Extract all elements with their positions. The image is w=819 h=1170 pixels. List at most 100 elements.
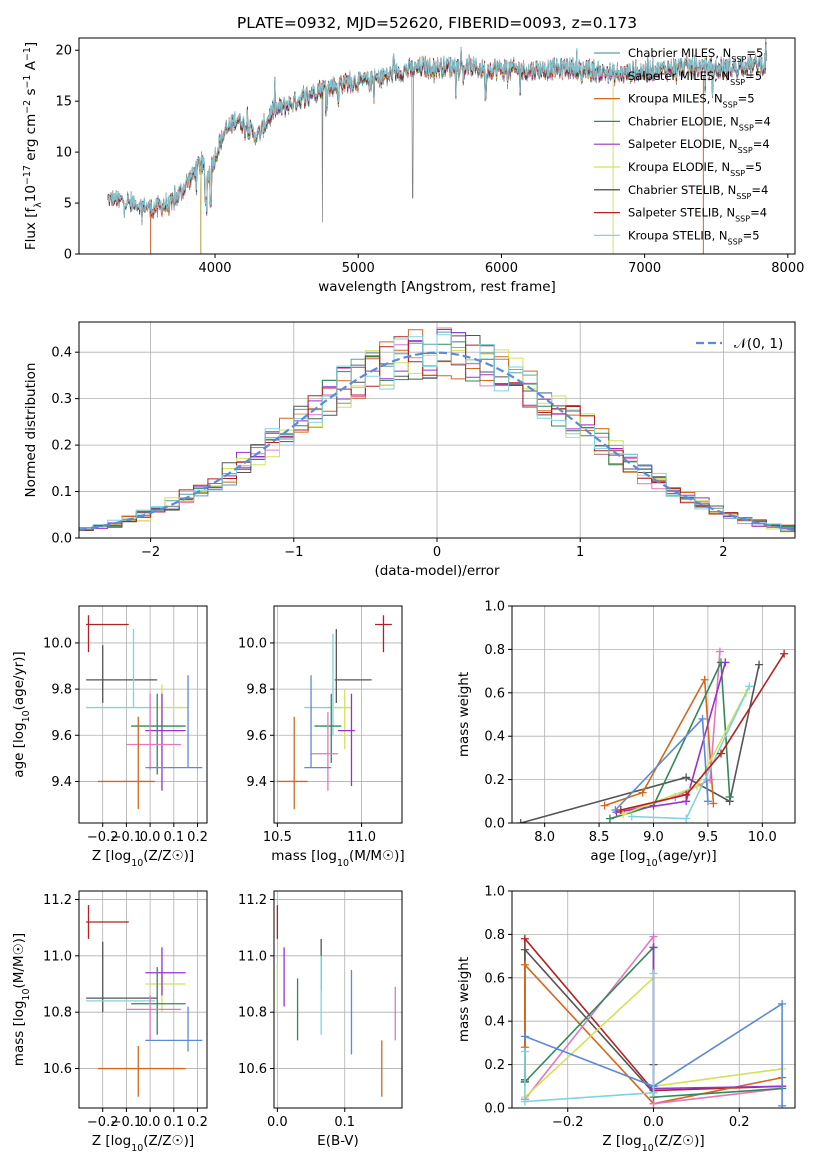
axes-frame: [78, 605, 208, 824]
x-tick-label: −0.2: [87, 830, 119, 845]
mass-weight-marker: [520, 1032, 529, 1041]
chart-title: PLATE=0932, MJD=52620, FIBERID=0093, z=0…: [237, 14, 637, 32]
plot-area: [86, 905, 203, 1097]
mass-weight-marker: [703, 797, 712, 806]
residual-histogram: [79, 334, 795, 530]
mass-weight-marker: [520, 934, 529, 943]
x-axis-label: (data-model)/error: [374, 563, 500, 579]
x-tick-label: 8.5: [589, 830, 610, 845]
x-tick-label: 4000: [198, 261, 231, 276]
y-tick-label: 0.2: [51, 439, 72, 454]
x-tick-label: 0.0: [643, 1115, 664, 1130]
y-tick-label: 0: [64, 248, 72, 263]
label-part: 10: [337, 858, 349, 869]
mass-weight-line: [524, 973, 655, 1103]
y-tick-label: 11.2: [43, 893, 72, 908]
mass-weight-marker: [605, 814, 614, 823]
axes-frame: [78, 37, 796, 255]
mass-weight-line: [620, 653, 785, 811]
legend-entry: Kroupa ELODIE, NSSP=5: [628, 160, 762, 178]
mass-weight-marker: [716, 749, 725, 758]
x-tick-label: 0.2: [729, 1115, 750, 1130]
x-tick-label: 0.0: [140, 830, 161, 845]
panel-residuals: −2 −1 0 1 2 0.0 0.1 0.2 0.3 0.4 (data-model)/error…: [23, 321, 796, 579]
label-part: SSP: [739, 123, 754, 132]
model-spectrum-line: [107, 44, 767, 220]
errorbar-point: [145, 967, 186, 1013]
y-tick-label: 0.8: [484, 643, 505, 658]
legend: 𝒩(0, 1): [696, 336, 783, 352]
errorbar-point: [86, 905, 129, 939]
x-axis-label: E(B-V): [317, 1133, 359, 1149]
x-tick-label: 10.5: [263, 830, 292, 845]
mass-weight-marker: [619, 810, 628, 819]
y-tick-label: 10.0: [238, 636, 267, 651]
label-part: −17: [22, 165, 33, 185]
y-tick-label: 9.6: [246, 729, 267, 744]
y-tick-label: 9.4: [51, 775, 72, 790]
x-tick-label: −0.2: [552, 1115, 584, 1130]
mass-weight-marker: [649, 932, 658, 941]
y-tick-label: 0.1: [51, 485, 72, 500]
gaussian-curve: [79, 351, 795, 531]
label-part: 10: [21, 989, 32, 1001]
plot-area: [107, 38, 767, 254]
panel-age_vs_mass: 10.5 11.0 9.4 9.6 9.8 10.0 mass [log10(M/M☉)]: [238, 605, 405, 869]
mass-weight-marker: [778, 1101, 787, 1108]
label-part: 10: [21, 710, 32, 722]
y-tick-label: 0.6: [484, 686, 505, 701]
label-part: 10: [131, 858, 143, 869]
x-tick-label: 0.0: [267, 1115, 288, 1130]
mass-weight-marker: [709, 799, 718, 808]
label-part: SSP: [735, 214, 750, 223]
plot-area: [520, 932, 787, 1108]
legend-entry: Kroupa STELIB, NSSP=5: [628, 228, 760, 246]
mass-weight-marker: [706, 775, 715, 784]
legend-entry: Salpeter STELIB, NSSP=4: [628, 206, 767, 224]
y-tick-label: 1.0: [484, 885, 505, 900]
label-part: SSP: [731, 55, 746, 64]
x-tick-label: −0.2: [87, 1115, 119, 1130]
y-axis-label: Flux [fλ10−17 erg cm−2 s−1 A−1]: [22, 42, 44, 250]
label-part: 10: [646, 858, 658, 869]
errorbar-point: [126, 693, 181, 770]
mass-weight-marker: [627, 812, 636, 821]
label-part: SSP: [728, 237, 743, 246]
mass-weight-marker: [638, 788, 647, 797]
errorbar-point: [331, 689, 352, 750]
legend-entry: Chabrier ELODIE, NSSP=4: [628, 114, 771, 131]
x-tick-label: −0.1: [111, 1115, 143, 1130]
x-tick-label: 0.1: [334, 1115, 355, 1130]
label-part: SSP: [723, 100, 738, 109]
y-tick-label: 0.6: [484, 971, 505, 986]
y-axis-label: mass weight: [456, 672, 472, 757]
label-part: SSP: [736, 191, 751, 200]
mass-weight-marker: [698, 714, 707, 723]
mass-weight-marker: [725, 792, 734, 801]
y-tick-label: 10.6: [238, 1062, 267, 1077]
x-tick-label: −0.1: [111, 830, 143, 845]
x-tick-label: 6000: [485, 261, 518, 276]
y-tick-label: 0.0: [51, 532, 72, 547]
errorbar-point: [311, 712, 338, 791]
x-tick-label: 0: [433, 545, 441, 560]
y-tick-label: 5: [64, 197, 72, 212]
mass-weight-marker: [616, 805, 625, 814]
y-tick-label: 0.4: [484, 1015, 505, 1030]
y-tick-label: 0.2: [484, 773, 505, 788]
y-tick-label: 0.8: [484, 928, 505, 943]
x-tick-label: 0.2: [187, 830, 208, 845]
mass-weight-line: [520, 664, 760, 823]
y-tick-label: 0.3: [51, 392, 72, 407]
y-tick-label: 0.0: [484, 817, 505, 832]
errorbar-point: [145, 947, 186, 996]
errorbar-point: [131, 967, 186, 1035]
y-tick-label: 10.8: [43, 1006, 72, 1021]
x-tick-label: 8000: [771, 261, 804, 276]
errorbar-point: [277, 716, 308, 810]
mass-weight-marker: [682, 814, 691, 823]
label-part: SSP: [730, 77, 745, 86]
legend-entry: Chabrier STELIB, NSSP=4: [628, 183, 768, 201]
legend-entry: 𝒩(0, 1): [734, 336, 783, 352]
